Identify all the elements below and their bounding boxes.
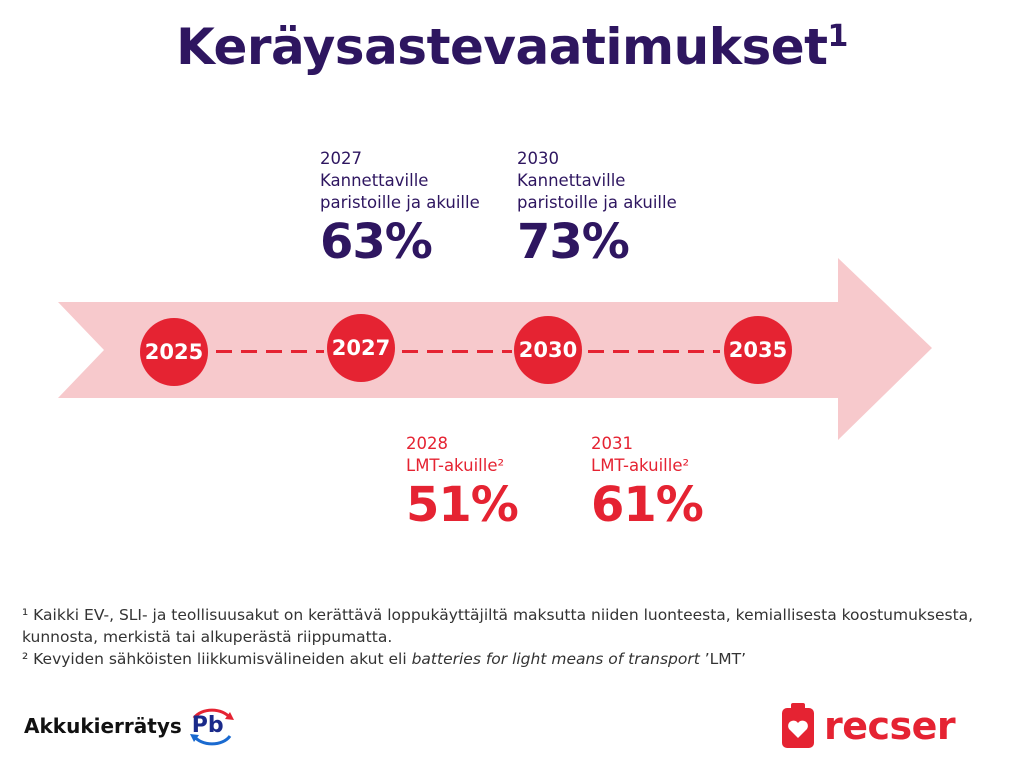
recser-heart-icon xyxy=(782,703,814,748)
year-circle-2035: 2035 xyxy=(724,316,792,384)
milestone-year: 2028 xyxy=(406,434,448,453)
year-circle-2030: 2030 xyxy=(514,316,582,384)
milestone-desc-line1: Kannettaville xyxy=(320,171,429,190)
milestone-year: 2030 xyxy=(517,149,559,168)
pb-label: Pb xyxy=(191,713,224,738)
recycle-arc-icon xyxy=(189,708,234,746)
timeline-dash xyxy=(588,350,720,353)
timeline-dash xyxy=(402,350,512,353)
milestone-2027-portable: 2027 Kannettaville paristoille ja akuill… xyxy=(320,148,480,270)
milestone-percent: 63% xyxy=(320,214,433,270)
footnotes: ¹ Kaikki EV-, SLI- ja teollisuusakut on … xyxy=(22,604,1002,670)
milestone-desc: LMT-akuille² xyxy=(591,456,690,475)
year-circle-2027: 2027 xyxy=(327,314,395,382)
recser-wordmark: recser xyxy=(824,704,956,748)
milestone-2030-portable: 2030 Kannettaville paristoille ja akuill… xyxy=(517,148,677,270)
milestone-percent: 73% xyxy=(517,214,630,270)
milestone-year: 2031 xyxy=(591,434,633,453)
milestone-year: 2027 xyxy=(320,149,362,168)
milestone-2028-lmt: 2028 LMT-akuille² 51% xyxy=(406,433,519,533)
milestone-percent: 61% xyxy=(591,477,704,533)
footnote-2: ² Kevyiden sähköisten liikkumisvälineide… xyxy=(22,650,747,668)
milestone-desc-line2: paristoille ja akuille xyxy=(320,193,480,212)
akkukierratys-logo: Akkukierrätys Pb xyxy=(24,706,236,746)
milestone-percent: 51% xyxy=(406,477,519,533)
year-circle-2025: 2025 xyxy=(140,318,208,386)
milestone-desc-line1: Kannettaville xyxy=(517,171,626,190)
milestone-desc-line2: paristoille ja akuille xyxy=(517,193,677,212)
logo-left-text: Akkukierrätys xyxy=(24,714,182,738)
milestone-2031-lmt: 2031 LMT-akuille² 61% xyxy=(591,433,704,533)
milestone-desc: LMT-akuille² xyxy=(406,456,505,475)
recser-logo: recser xyxy=(780,702,956,750)
footnote-1: ¹ Kaikki EV-, SLI- ja teollisuusakut on … xyxy=(22,606,974,646)
pb-badge: Pb xyxy=(188,706,236,746)
page-title: Keräysastevaatimukset1 xyxy=(176,18,848,76)
timeline-dash xyxy=(216,350,324,353)
